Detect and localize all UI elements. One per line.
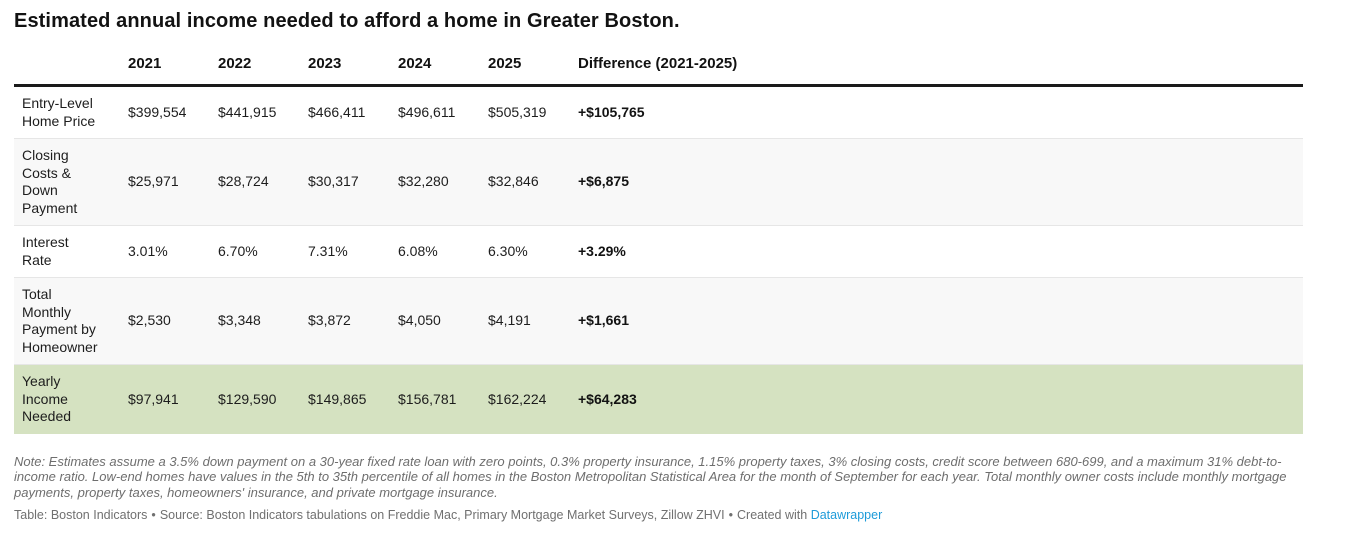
table-row-yearly-income-needed: Yearly Income Needed $97,941 $129,590 $1… — [14, 364, 1303, 434]
table-row-entry-level-home-price: Entry-Level Home Price $399,554 $441,915… — [14, 85, 1303, 139]
table-note: Note: Estimates assume a 3.5% down payme… — [14, 453, 1287, 501]
col-header-2023: 2023 — [308, 33, 398, 87]
cell-value: $156,781 — [398, 390, 457, 407]
separator-dot: • — [728, 508, 734, 523]
cell-difference: +$105,765 — [578, 103, 645, 120]
cell-difference: +$64,283 — [578, 390, 637, 407]
cell-value: $4,191 — [488, 312, 531, 329]
separator-dot: • — [151, 508, 156, 523]
datawrapper-link[interactable]: Datawrapper — [810, 508, 883, 523]
cell-value: 6.08% — [398, 242, 438, 259]
row-label: Entry-Level Home Price — [14, 86, 128, 139]
cell-value: $32,846 — [488, 173, 539, 190]
col-header-2025: 2025 — [488, 33, 578, 87]
cell-value: $32,280 — [398, 173, 449, 190]
income-table: 2021 2022 2023 2024 2025 Difference (202… — [14, 33, 1303, 434]
cell-value: $3,872 — [308, 312, 351, 329]
cell-value: $28,724 — [218, 173, 269, 190]
row-label: Yearly Income Needed — [14, 365, 128, 434]
cell-value: $441,915 — [218, 103, 277, 120]
cell-value: $399,554 — [128, 103, 187, 120]
row-label-column-header — [14, 33, 128, 87]
table-row-total-monthly-payment: Total Monthly Payment by Homeowner $2,53… — [14, 277, 1303, 365]
cell-difference: +$1,661 — [578, 312, 629, 329]
table-header: 2021 2022 2023 2024 2025 Difference (202… — [14, 33, 1303, 87]
cell-value: $466,411 — [308, 103, 366, 120]
cell-value: $4,050 — [398, 312, 441, 329]
attribution-footer: Table: Boston Indicators • Source: Boston … — [14, 508, 1340, 522]
table-row-interest-rate: Interest Rate 3.01% 6.70% 7.31% 6.08% 6.… — [14, 225, 1303, 278]
row-label-text: Total Monthly Payment by Homeowner — [22, 286, 98, 355]
cell-value: $162,224 — [488, 390, 547, 407]
col-header-difference: Difference (2021-2025) — [578, 33, 1303, 87]
created-with-label: Created with — [737, 508, 808, 523]
col-header-2024: 2024 — [398, 33, 488, 87]
cell-difference: +3.29% — [578, 242, 626, 259]
table-credit: Table: Boston Indicators — [14, 508, 148, 523]
row-label-text: Entry-Level Home Price — [22, 95, 96, 129]
cell-value: $2,530 — [128, 312, 171, 329]
page-title: Estimated annual income needed to afford… — [14, 10, 680, 32]
col-header-2022: 2022 — [218, 33, 308, 87]
cell-value: $496,611 — [398, 103, 456, 120]
cell-value: $129,590 — [218, 390, 277, 407]
source-credit: Source: Boston Indicators tabulations on… — [159, 508, 725, 523]
cell-value: 3.01% — [128, 242, 168, 259]
header-row: 2021 2022 2023 2024 2025 Difference (202… — [14, 33, 1303, 87]
row-label: Closing Costs & Down Payment — [14, 139, 128, 226]
row-label-text: Yearly Income Needed — [22, 373, 72, 424]
table-body: Entry-Level Home Price $399,554 $441,915… — [14, 85, 1303, 434]
row-label: Interest Rate — [14, 226, 128, 278]
row-label-text: Interest Rate — [22, 234, 69, 268]
cell-value: $97,941 — [128, 390, 179, 407]
cell-value: 7.31% — [308, 242, 348, 259]
cell-value: $30,317 — [308, 173, 359, 190]
cell-value: $149,865 — [308, 390, 367, 407]
table-row-closing-costs-down-payment: Closing Costs & Down Payment $25,971 $28… — [14, 138, 1303, 226]
cell-value: $25,971 — [128, 173, 179, 190]
col-header-2021: 2021 — [128, 33, 218, 87]
cell-value: 6.70% — [218, 242, 258, 259]
row-label-text: Closing Costs & Down Payment — [22, 147, 78, 216]
cell-difference: +$6,875 — [578, 173, 629, 190]
cell-value: $505,319 — [488, 103, 547, 120]
cell-value: 6.30% — [488, 242, 528, 259]
cell-value: $3,348 — [218, 312, 261, 329]
row-label: Total Monthly Payment by Homeowner — [14, 278, 128, 365]
